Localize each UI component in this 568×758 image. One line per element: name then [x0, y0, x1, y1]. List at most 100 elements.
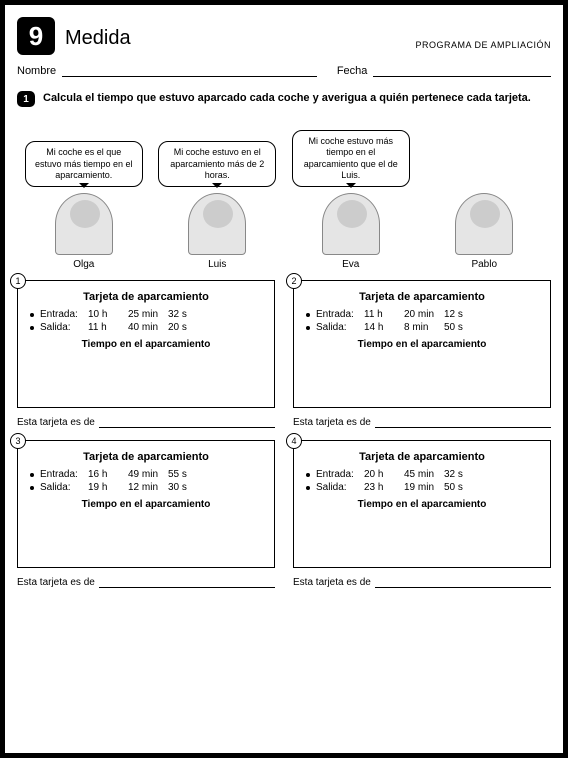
mins-value: 20 min	[404, 309, 444, 320]
entrada-row: Entrada: 11 h 20 min 12 s	[306, 309, 538, 320]
card-wrap: 2 Tarjeta de aparcamiento Entrada: 11 h …	[293, 280, 551, 428]
card-title: Tarjeta de aparcamiento	[306, 291, 538, 303]
name-field[interactable]: Nombre	[17, 63, 317, 77]
card-wrap: 1 Tarjeta de aparcamiento Entrada: 10 h …	[17, 280, 275, 428]
secs-value: 32 s	[444, 469, 484, 480]
character-luis: Mi coche estuvo en el aparcamiento más d…	[157, 141, 277, 255]
entrada-row: Entrada: 16 h 49 min 55 s	[30, 469, 262, 480]
char-name: Pablo	[424, 259, 544, 270]
salida-label: Salida:	[316, 482, 364, 493]
character-names-row: Olga Luis Eva Pablo	[17, 259, 551, 270]
owner-label: Esta tarjeta es de	[293, 417, 371, 428]
char-name: Luis	[157, 259, 277, 270]
owner-field[interactable]: Esta tarjeta es de	[17, 416, 275, 428]
owner-field[interactable]: Esta tarjeta es de	[17, 576, 275, 588]
salida-label: Salida:	[40, 482, 88, 493]
salida-row: Salida: 19 h 12 min 30 s	[30, 482, 262, 493]
bullet-icon	[30, 486, 34, 490]
secs-value: 12 s	[444, 309, 484, 320]
hours-value: 16 h	[88, 469, 128, 480]
hours-value: 23 h	[364, 482, 404, 493]
parking-card: 1 Tarjeta de aparcamiento Entrada: 10 h …	[17, 280, 275, 408]
instruction-text: Calcula el tiempo que estuvo aparcado ca…	[43, 91, 531, 107]
secs-value: 55 s	[168, 469, 208, 480]
card-wrap: 4 Tarjeta de aparcamiento Entrada: 20 h …	[293, 440, 551, 588]
card-number: 1	[10, 273, 26, 289]
entrada-row: Entrada: 10 h 25 min 32 s	[30, 309, 262, 320]
mins-value: 8 min	[404, 322, 444, 333]
owner-field[interactable]: Esta tarjeta es de	[293, 416, 551, 428]
owner-input-line[interactable]	[375, 416, 551, 428]
bullet-icon	[306, 326, 310, 330]
title-block: Medida PROGRAMA DE AMPLIACIÓN	[65, 17, 551, 50]
mins-value: 45 min	[404, 469, 444, 480]
secs-value: 20 s	[168, 322, 208, 333]
instruction-number: 1	[17, 91, 35, 107]
cards-grid: 1 Tarjeta de aparcamiento Entrada: 10 h …	[17, 280, 551, 588]
instruction-block: 1 Calcula el tiempo que estuvo aparcado …	[17, 91, 551, 107]
person-illustration	[188, 193, 246, 255]
name-label: Nombre	[17, 65, 56, 77]
worksheet-header: 9 Medida PROGRAMA DE AMPLIACIÓN	[17, 17, 551, 55]
speech-bubble: Mi coche estuvo más tiempo en el aparcam…	[292, 130, 410, 187]
card-title: Tarjeta de aparcamiento	[306, 451, 538, 463]
char-name: Eva	[291, 259, 411, 270]
salida-label: Salida:	[40, 322, 88, 333]
card-title: Tarjeta de aparcamiento	[30, 291, 262, 303]
owner-field[interactable]: Esta tarjeta es de	[293, 576, 551, 588]
tiempo-label: Tiempo en el aparcamiento	[306, 499, 538, 510]
bullet-icon	[30, 326, 34, 330]
hours-value: 14 h	[364, 322, 404, 333]
owner-label: Esta tarjeta es de	[17, 417, 95, 428]
character-pablo	[424, 149, 544, 255]
name-input-line[interactable]	[62, 63, 317, 77]
hours-value: 10 h	[88, 309, 128, 320]
card-number: 2	[286, 273, 302, 289]
salida-row: Salida: 23 h 19 min 50 s	[306, 482, 538, 493]
parking-card: 4 Tarjeta de aparcamiento Entrada: 20 h …	[293, 440, 551, 568]
mins-value: 49 min	[128, 469, 168, 480]
tiempo-label: Tiempo en el aparcamiento	[30, 499, 262, 510]
secs-value: 30 s	[168, 482, 208, 493]
person-illustration	[55, 193, 113, 255]
speech-bubble: Mi coche es el que estuvo más tiempo en …	[25, 141, 143, 187]
character-olga: Mi coche es el que estuvo más tiempo en …	[24, 141, 144, 255]
person-illustration	[455, 193, 513, 255]
bullet-icon	[306, 486, 310, 490]
date-field[interactable]: Fecha	[337, 63, 551, 77]
salida-row: Salida: 11 h 40 min 20 s	[30, 322, 262, 333]
secs-value: 50 s	[444, 482, 484, 493]
card-wrap: 3 Tarjeta de aparcamiento Entrada: 16 h …	[17, 440, 275, 588]
mins-value: 19 min	[404, 482, 444, 493]
person-illustration	[322, 193, 380, 255]
mins-value: 25 min	[128, 309, 168, 320]
mins-value: 40 min	[128, 322, 168, 333]
owner-label: Esta tarjeta es de	[17, 577, 95, 588]
bullet-icon	[306, 313, 310, 317]
owner-input-line[interactable]	[99, 576, 275, 588]
owner-input-line[interactable]	[99, 416, 275, 428]
owner-input-line[interactable]	[375, 576, 551, 588]
page-subtitle: PROGRAMA DE AMPLIACIÓN	[415, 40, 551, 50]
unit-number-badge: 9	[17, 17, 55, 55]
hours-value: 19 h	[88, 482, 128, 493]
hours-value: 20 h	[364, 469, 404, 480]
bullet-icon	[30, 473, 34, 477]
char-name: Olga	[24, 259, 144, 270]
secs-value: 50 s	[444, 322, 484, 333]
card-number: 3	[10, 433, 26, 449]
character-eva: Mi coche estuvo más tiempo en el aparcam…	[291, 130, 411, 255]
owner-label: Esta tarjeta es de	[293, 577, 371, 588]
date-input-line[interactable]	[373, 63, 551, 77]
date-label: Fecha	[337, 65, 368, 77]
tiempo-label: Tiempo en el aparcamiento	[306, 339, 538, 350]
parking-card: 2 Tarjeta de aparcamiento Entrada: 11 h …	[293, 280, 551, 408]
parking-card: 3 Tarjeta de aparcamiento Entrada: 16 h …	[17, 440, 275, 568]
hours-value: 11 h	[364, 309, 404, 320]
bullet-icon	[306, 473, 310, 477]
entrada-row: Entrada: 20 h 45 min 32 s	[306, 469, 538, 480]
characters-row: Mi coche es el que estuvo más tiempo en …	[17, 117, 551, 255]
salida-label: Salida:	[316, 322, 364, 333]
salida-row: Salida: 14 h 8 min 50 s	[306, 322, 538, 333]
mins-value: 12 min	[128, 482, 168, 493]
